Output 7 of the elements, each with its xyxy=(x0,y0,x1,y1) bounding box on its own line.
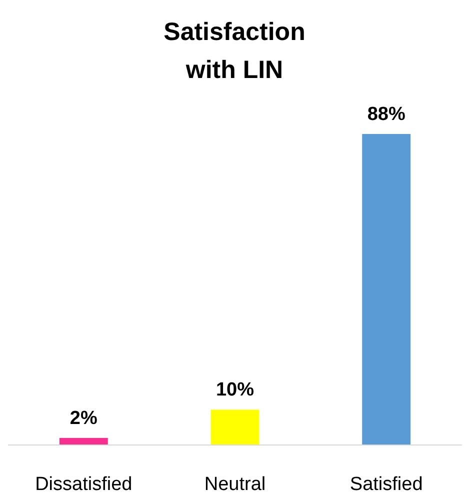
x-tick-label: Neutral xyxy=(204,474,266,495)
data-label: 88% xyxy=(367,104,406,125)
chart-title: Satisfaction with LIN xyxy=(164,18,306,84)
x-tick-label: Dissatisfied xyxy=(35,474,132,495)
x-tick-label: Satisfied xyxy=(350,474,423,495)
data-label: 2% xyxy=(70,408,98,429)
data-label: 10% xyxy=(216,380,254,401)
